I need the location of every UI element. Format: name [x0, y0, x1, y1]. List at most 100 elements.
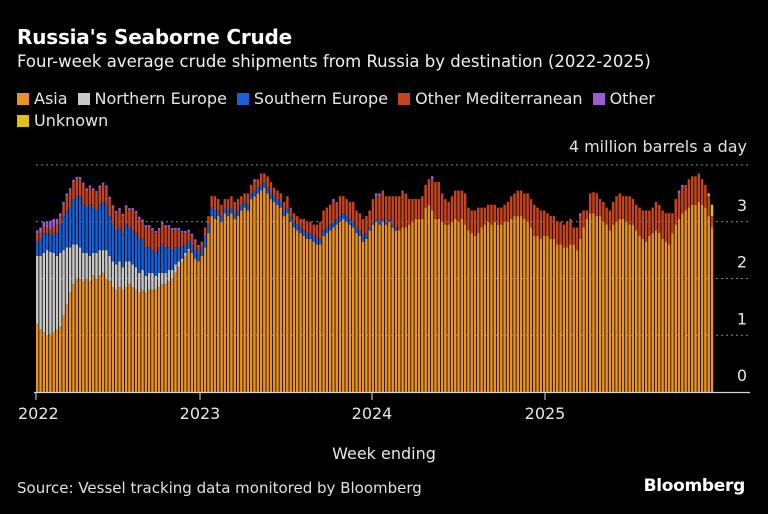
bar-segment-other [167, 225, 171, 228]
bar-segment-asia [230, 213, 233, 392]
bar-segment-other-mediterranean [42, 227, 46, 234]
bar-segment-other [141, 219, 144, 222]
bar-segment-other-mediterranean [631, 199, 635, 225]
bar-segment-other [111, 205, 115, 208]
bar-segment-other-mediterranean [618, 193, 622, 219]
bar-segment-other [62, 201, 65, 205]
bar-segment-other-mediterranean [249, 184, 253, 194]
bar-segment-northern-europe [138, 272, 141, 293]
bar-segment-southern-europe [177, 247, 181, 262]
bar-segment-asia [223, 213, 227, 392]
bar-segment-other-mediterranean [193, 241, 197, 251]
bar-segment-asia [233, 218, 236, 392]
bar-segment-other-mediterranean [345, 199, 348, 217]
bar-segment-other-mediterranean [361, 218, 365, 236]
bar-segment-other-mediterranean [477, 207, 480, 234]
bar-segment-northern-europe [72, 244, 75, 285]
legend: Asia Northern Europe Southern Europe Other … [17, 88, 717, 132]
bar-segment-asia [365, 238, 368, 392]
bar-segment-asia [95, 278, 98, 392]
bar-segment-other-mediterranean [460, 190, 464, 219]
bar-segment-asia [217, 216, 220, 392]
bar-segment-other-mediterranean [411, 199, 414, 222]
bar-segment-asia [625, 221, 628, 392]
bar-segment-southern-europe [289, 216, 292, 222]
bar-segment-other-mediterranean [681, 187, 684, 214]
bar-segment-other-mediterranean [565, 221, 569, 248]
bar-segment-asia [114, 289, 118, 392]
bar-segment-asia [391, 227, 394, 392]
bar-segment-asia [565, 247, 569, 392]
bar-segment-southern-europe [236, 210, 240, 217]
bar-segment-asia [226, 216, 230, 392]
bar-segment-northern-europe [68, 247, 72, 293]
bar-segment-asia [147, 289, 151, 392]
bar-segment-asia [361, 241, 365, 392]
bar-segment-northern-europe [65, 247, 69, 305]
bar-segment-other-mediterranean [65, 196, 69, 211]
bar-segment-other-mediterranean [289, 207, 292, 217]
bar-segment-other-mediterranean [421, 196, 424, 219]
bar-segment-southern-europe [351, 221, 355, 228]
bar-segment-asia [36, 323, 39, 392]
bar-segment-asia [279, 207, 283, 392]
bar-segment-asia [249, 199, 253, 392]
bar-segment-asia [108, 281, 111, 392]
bar-segment-northern-europe [164, 272, 167, 285]
bar-segment-southern-europe [91, 207, 95, 253]
bar-segment-southern-europe [39, 238, 42, 256]
bar-segment-other [157, 227, 161, 231]
bar-segment-other [164, 225, 167, 228]
bar-segment-other [144, 225, 148, 228]
bar-segment-asia [141, 289, 144, 392]
bar-segment-asia [427, 204, 431, 392]
bar-segment-other [65, 193, 69, 197]
bar-segment-southern-europe [246, 204, 250, 211]
bar-segment-northern-europe [114, 264, 118, 290]
bar-segment-other [378, 193, 381, 197]
bar-segment-asia [681, 213, 684, 392]
bar-segment-other-mediterranean [259, 173, 263, 185]
bar-segment-other-mediterranean [305, 221, 309, 234]
bar-segment-other-mediterranean [292, 213, 296, 222]
bar-segment-other-mediterranean [552, 216, 556, 239]
bar-segment-other-mediterranean [671, 213, 674, 234]
bar-segment-asia [710, 227, 714, 392]
bar-segment-asia [631, 224, 635, 392]
bar-segment-other-mediterranean [154, 233, 157, 253]
bar-segment-asia [519, 216, 523, 392]
bar-segment-southern-europe [114, 230, 118, 265]
bar-segment-other-mediterranean [440, 193, 444, 222]
bar-segment-other [170, 227, 174, 231]
bar-segment-other-mediterranean [375, 196, 378, 219]
bar-segment-other-mediterranean [453, 190, 457, 219]
bar-segment-southern-europe [164, 247, 167, 273]
bar-segment-southern-europe [358, 230, 362, 236]
bar-segment-asia [263, 187, 266, 392]
bar-segment-other-mediterranean [542, 210, 546, 236]
bar-segment-southern-europe [253, 190, 256, 197]
bar-segment-other-mediterranean [240, 196, 243, 205]
bar-segment-asia [697, 201, 701, 392]
bar-segment-asia [42, 332, 46, 392]
bar-segment-other-mediterranean [187, 231, 190, 241]
bar-segment-southern-europe [365, 233, 368, 239]
bar-segment-northern-europe [78, 247, 82, 279]
bar-segment-other-mediterranean [342, 196, 345, 214]
bar-segment-other-mediterranean [628, 196, 631, 225]
bar-segment-other [88, 185, 92, 188]
bar-segment-other-mediterranean [190, 235, 194, 245]
bar-segment-asia [266, 193, 269, 393]
bar-segment-other-mediterranean [437, 182, 441, 219]
legend-item: Other Mediterranean [398, 88, 583, 110]
bar-segment-other-mediterranean [223, 199, 227, 208]
bar-segment-other-mediterranean [279, 193, 283, 202]
bar-segment-other [681, 184, 684, 188]
bar-segment-southern-europe [207, 224, 210, 234]
bar-segment-other-mediterranean [625, 196, 628, 222]
bar-segment-other-mediterranean [144, 227, 148, 248]
bar-segment-asia [684, 210, 687, 392]
bar-segment-southern-europe [88, 204, 92, 256]
bar-segment-southern-europe [154, 252, 157, 276]
bar-segment-other-mediterranean [648, 210, 651, 236]
